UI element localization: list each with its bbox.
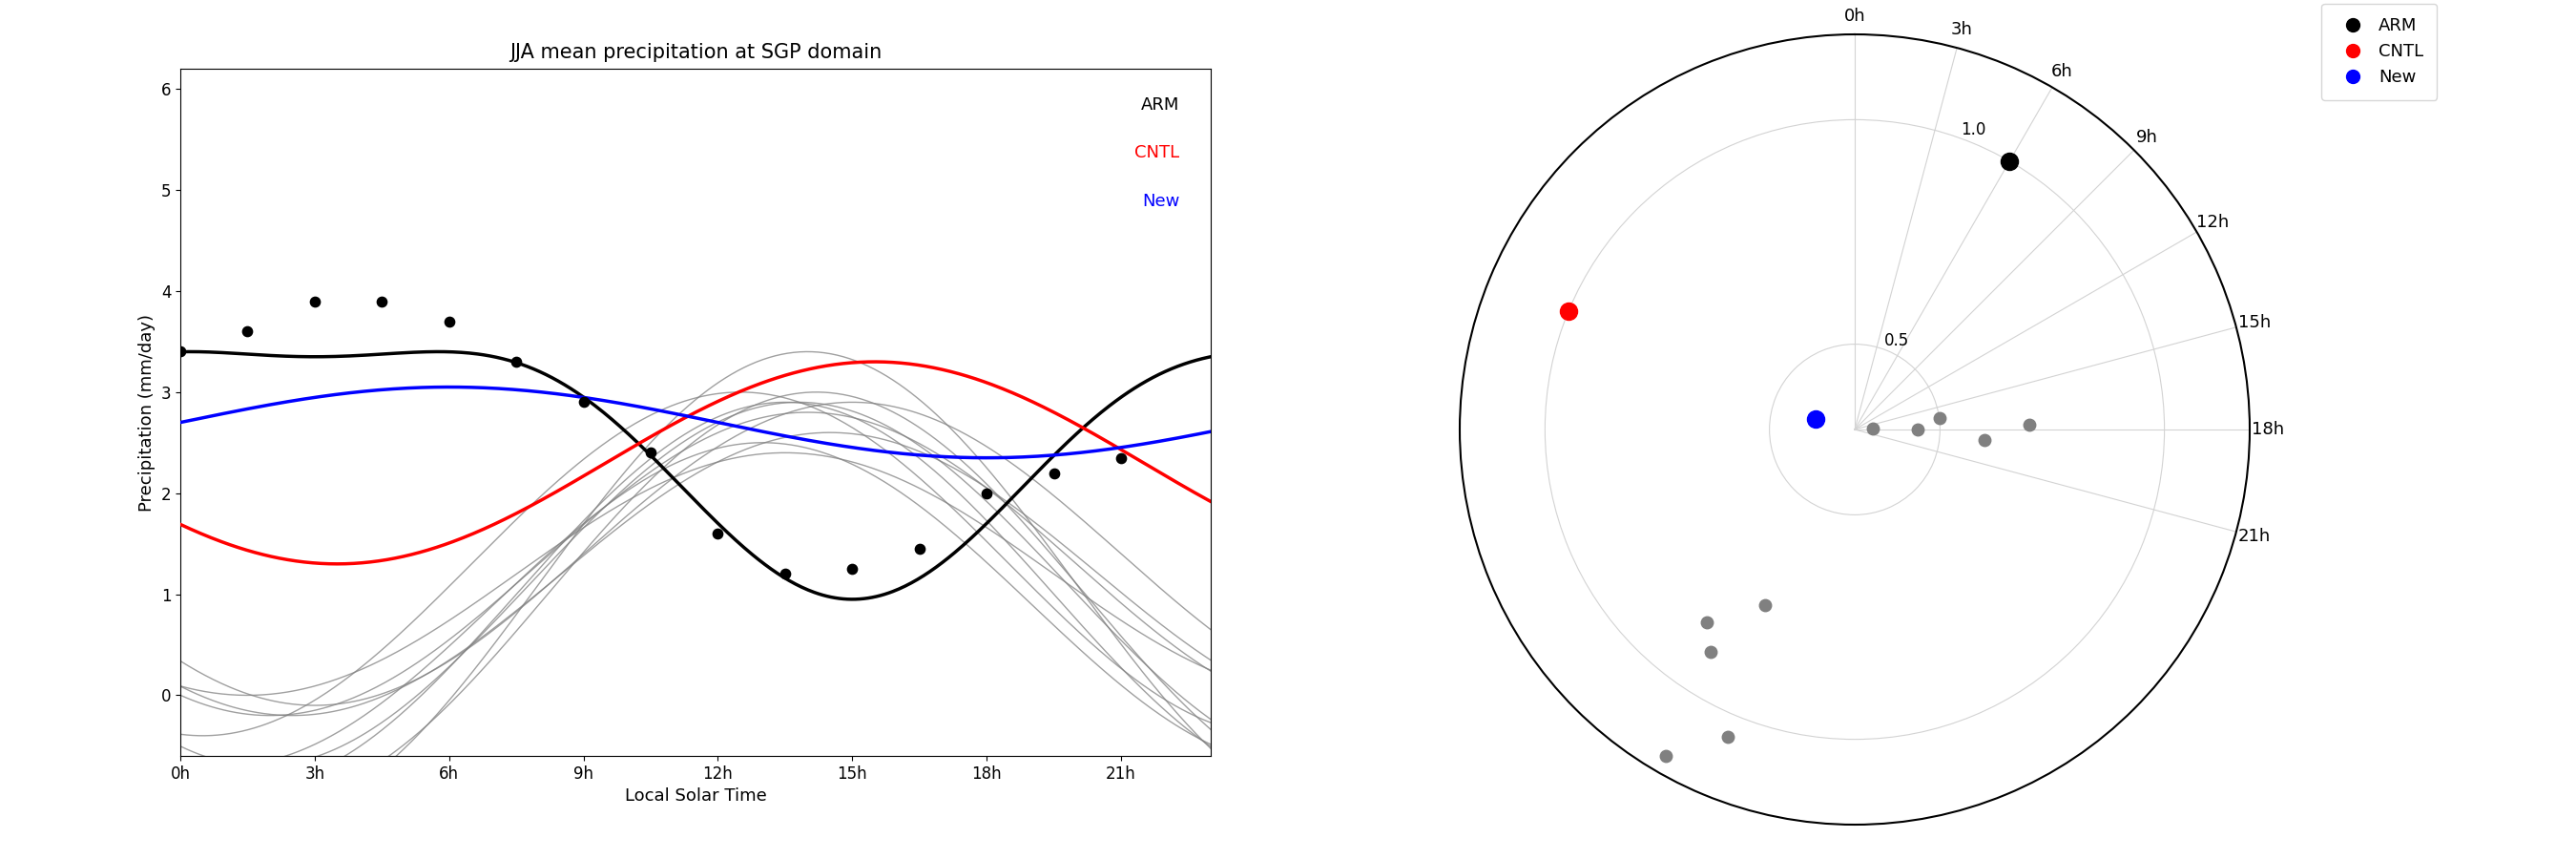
- X-axis label: Local Solar Time: Local Solar Time: [623, 788, 768, 805]
- Point: [765, 567, 806, 581]
- Legend: ARM, CNTL, New: ARM, CNTL, New: [2321, 3, 2437, 100]
- Text: New: New: [1141, 192, 1180, 210]
- Point: [495, 355, 536, 369]
- Point: [631, 446, 672, 460]
- Point: [361, 295, 402, 308]
- Point: [160, 344, 201, 358]
- Point: [294, 295, 335, 308]
- Point: [564, 395, 605, 409]
- Point: [832, 562, 873, 576]
- Point: [1100, 451, 1141, 465]
- Y-axis label: Precipitation (mm/day): Precipitation (mm/day): [139, 314, 155, 511]
- Text: CNTL: CNTL: [1136, 144, 1180, 161]
- Point: [1033, 466, 1074, 480]
- Point: [899, 542, 940, 556]
- Point: [966, 486, 1007, 500]
- Point: [227, 325, 268, 338]
- Point: [698, 527, 739, 540]
- Text: ARM: ARM: [1141, 96, 1180, 113]
- Title: JJA mean precipitation at SGP domain: JJA mean precipitation at SGP domain: [510, 43, 881, 62]
- Point: [428, 314, 469, 328]
